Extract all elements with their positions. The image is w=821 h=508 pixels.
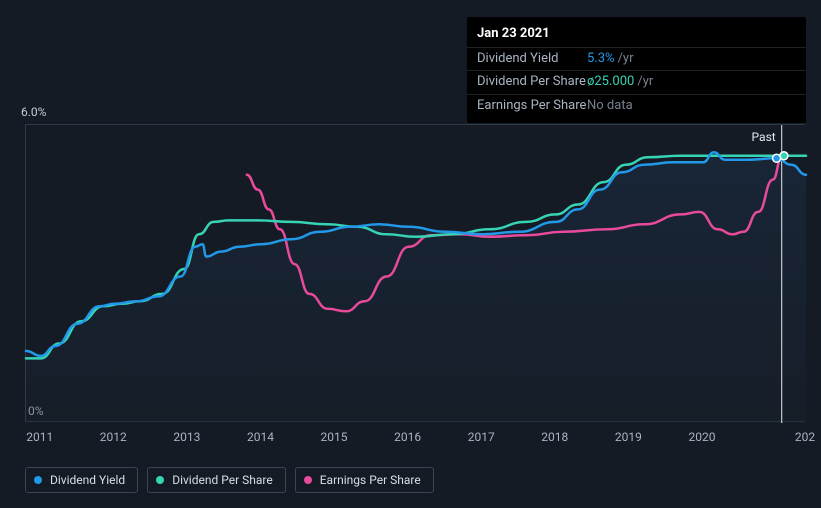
x-tick: 2012 bbox=[100, 430, 127, 444]
legend-label: Dividend Per Share bbox=[172, 473, 273, 487]
legend-dot-icon bbox=[156, 476, 164, 484]
chart-tooltip: Jan 23 2021 Dividend Yield5.3%/yrDividen… bbox=[467, 17, 806, 123]
tooltip-row: Earnings Per ShareNo data bbox=[467, 94, 806, 117]
x-tick: 2017 bbox=[468, 430, 495, 444]
chart-container: 6.0% 0% Past 201120122013201420152016201… bbox=[0, 0, 821, 508]
legend-item-earnings-per-share[interactable]: Earnings Per Share bbox=[295, 467, 434, 493]
legend-dot-icon bbox=[304, 476, 312, 484]
chart-plot[interactable]: Past bbox=[25, 124, 805, 422]
tooltip-row-value: ø25.000 bbox=[587, 73, 634, 91]
x-tick: 2019 bbox=[615, 430, 642, 444]
x-tick: 2014 bbox=[247, 430, 274, 444]
x-tick: 2016 bbox=[394, 430, 421, 444]
x-tick: 202 bbox=[795, 430, 815, 444]
chart-legend: Dividend Yield Dividend Per Share Earnings… bbox=[25, 467, 434, 493]
x-tick: 2020 bbox=[688, 430, 715, 444]
tooltip-row-value: 5.3% bbox=[587, 50, 615, 68]
legend-item-dividend-yield[interactable]: Dividend Yield bbox=[25, 467, 138, 493]
x-tick: 2015 bbox=[321, 430, 348, 444]
tooltip-row-label: Dividend Yield bbox=[477, 50, 587, 68]
area-fill bbox=[26, 152, 806, 423]
tooltip-row-label: Dividend Per Share bbox=[477, 73, 587, 91]
tooltip-row-value: No data bbox=[587, 97, 633, 115]
tooltip-row-unit: /yr bbox=[637, 73, 653, 91]
tooltip-date: Jan 23 2021 bbox=[467, 25, 806, 47]
tooltip-row-label: Earnings Per Share bbox=[477, 97, 587, 115]
y-top-label: 6.0% bbox=[21, 105, 46, 119]
tooltip-row: Dividend Per Shareø25.000/yr bbox=[467, 70, 806, 93]
legend-label: Dividend Yield bbox=[50, 473, 125, 487]
tooltip-row-unit: /yr bbox=[618, 50, 634, 68]
legend-item-dividend-per-share[interactable]: Dividend Per Share bbox=[147, 467, 286, 493]
x-tick: 2013 bbox=[173, 430, 200, 444]
legend-dot-icon bbox=[34, 476, 42, 484]
x-tick: 2018 bbox=[541, 430, 568, 444]
hover-marker bbox=[773, 154, 781, 162]
x-tick: 2011 bbox=[26, 430, 53, 444]
hover-past-label: Past bbox=[752, 130, 782, 144]
tooltip-row: Dividend Yield5.3%/yr bbox=[467, 47, 806, 70]
legend-label: Earnings Per Share bbox=[320, 473, 421, 487]
